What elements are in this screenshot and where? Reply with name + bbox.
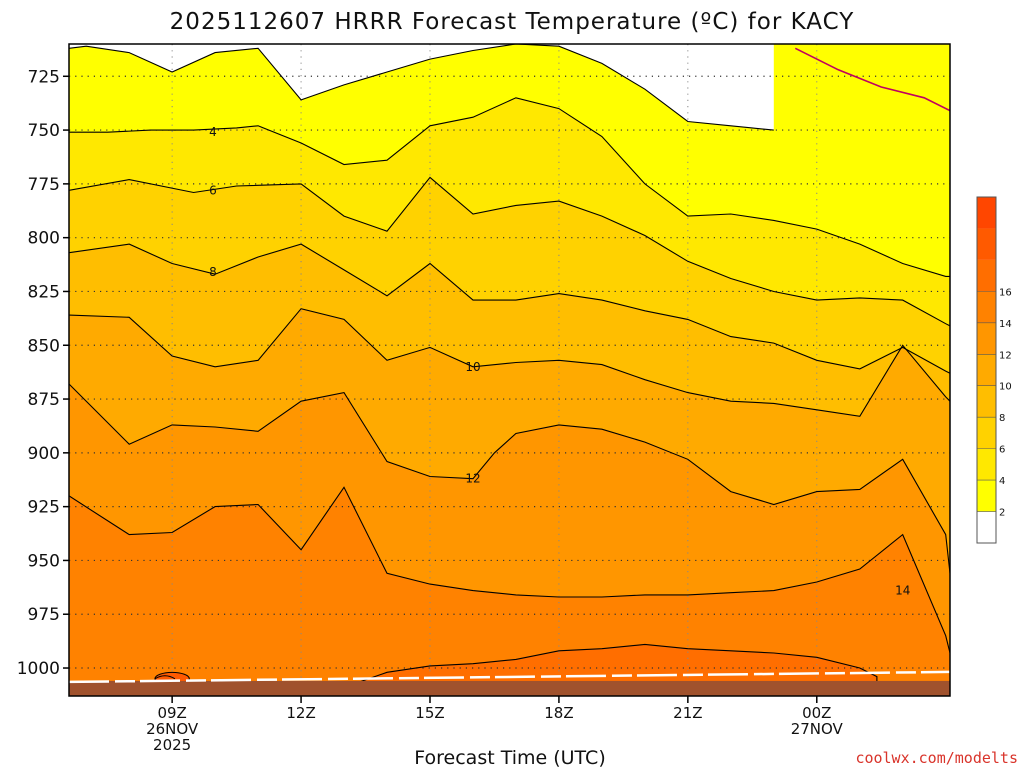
colorbar-swatch-6 [977,322,996,355]
colorbar-swatch-7 [977,291,996,323]
colorbar-swatch-5 [977,354,996,386]
contour-label-10: 10 [465,360,480,374]
temperature-fills [69,44,950,696]
contour-labels: 4 6 8 10 12 14 [209,125,910,598]
surface-line [69,670,950,684]
contour-line-12 [69,383,950,574]
colorbar-label-4: 4 [999,476,1005,487]
contour-line-2 [69,44,774,131]
colorbar-label-12: 12 [999,350,1012,361]
y-tick-label-975: 975 [28,605,60,625]
colorbar: 2 4 6 8 10 12 14 16 [976,196,1012,544]
y-tick-label-750: 750 [28,121,60,141]
colorbar-swatch-9 [977,228,996,260]
y-tick-label-725: 725 [28,67,60,87]
plot-area [69,44,950,696]
colorbar-swatch-10 [977,197,996,229]
contour-line-14 [69,486,950,654]
colorbar-label-8: 8 [999,413,1005,424]
x-tick-label-09Z-0: 09Z [157,704,186,722]
grid-lines [69,44,950,696]
x-tick-label-15Z-0: 15Z [415,704,444,722]
y-axis: 725 750 775 800 825 850 875 900 925 950 975 1000 [17,67,69,679]
contour-label-6: 6 [209,183,217,197]
plot-border [68,43,951,697]
x-tick-label-12Z-0: 12Z [286,704,315,722]
x-axis-label: Forecast Time (UTC) [414,747,605,768]
y-tick-label-950: 950 [28,551,60,571]
y-tick-label-800: 800 [28,229,60,249]
colorbar-label-6: 6 [999,445,1005,456]
contour-label-12: 12 [465,472,480,486]
x-tick-label-09Z-2: 2025 [153,736,191,754]
x-tick-label-18Z-0: 18Z [544,704,573,722]
y-tick-label-900: 900 [28,444,60,464]
colorbar-label-16: 16 [999,287,1012,298]
colorbar-swatch-0 [977,511,996,543]
contour-line-4 [69,97,950,277]
chart-title: 2025112607 HRRR Forecast Temperature (ºC… [170,9,855,35]
x-tick-label-21Z-0: 21Z [673,704,702,722]
colorbar-label-14: 14 [999,319,1012,330]
x-tick-label-00Z-1: 27NOV [791,720,844,738]
colorbar-swatch-3 [977,417,996,449]
ground-fill [69,680,950,696]
contour-line-10 [69,308,950,417]
y-tick-label-825: 825 [28,282,60,302]
y-tick-label-775: 775 [28,175,60,195]
colorbar-swatch-1 [977,480,996,512]
blob-outline [154,675,176,680]
y-tick-label-875: 875 [28,390,60,410]
x-tick-label-00Z-0: 00Z [802,704,831,722]
colorbar-border [976,196,997,544]
colorbar-label-10: 10 [999,382,1012,393]
colorbar-swatch-2 [977,448,996,481]
contour-line-6 [69,176,950,327]
y-tick-label-1000: 1000 [17,659,60,679]
contour-label-14: 14 [895,584,910,598]
x-tick-label-09Z-1: 26NOV [146,720,199,738]
contour-label-8: 8 [209,265,217,279]
y-tick-label-850: 850 [28,336,60,356]
ground-layer [69,670,950,696]
colorbar-swatch-4 [977,385,996,418]
colorbar-swatch-8 [977,259,996,292]
contour-line-0 [794,47,950,112]
contour-label-4: 4 [209,125,217,139]
contour-line-8 [69,243,950,374]
colorbar-label-2: 2 [999,508,1005,519]
fill-band-above-14 [69,487,950,696]
credit-text: coolwx.com/modelts [855,749,1018,767]
y-tick-label-925: 925 [28,498,60,518]
